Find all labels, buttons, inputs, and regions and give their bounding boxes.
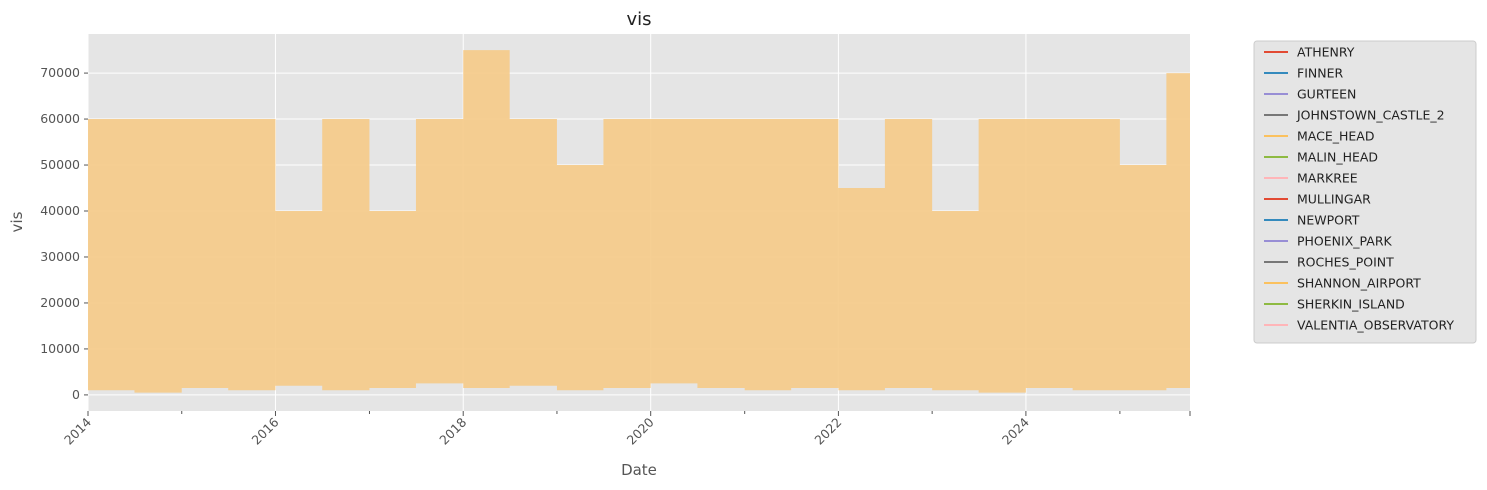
y-tick-label: 70000 <box>40 65 80 80</box>
legend-label: MACE_HEAD <box>1297 129 1374 144</box>
y-tick-label: 10000 <box>40 341 80 356</box>
legend-label: GURTEEN <box>1297 87 1356 102</box>
x-tick-label: 2020 <box>624 414 657 447</box>
legend-label: SHANNON_AIRPORT <box>1297 276 1421 291</box>
x-tick-label: 2018 <box>436 414 469 447</box>
legend-label: FINNER <box>1297 66 1343 81</box>
legend-label: JOHNSTOWN_CASTLE_2 <box>1296 108 1445 123</box>
legend-label: ROCHES_POINT <box>1297 255 1394 270</box>
y-axis-label: vis <box>8 211 26 232</box>
legend-label: MALIN_HEAD <box>1297 150 1378 165</box>
x-tick-label: 2014 <box>61 414 94 447</box>
legend-box <box>1253 40 1477 344</box>
legend-label: VALENTIA_OBSERVATORY <box>1297 318 1454 333</box>
x-tick-label: 2022 <box>811 415 844 448</box>
y-tick-label: 40000 <box>40 203 80 218</box>
legend-label: NEWPORT <box>1297 213 1360 228</box>
y-tick-label: 60000 <box>40 111 80 126</box>
legend-label: SHERKIN_ISLAND <box>1297 297 1405 312</box>
y-tick-label: 50000 <box>40 157 80 172</box>
chart-title: vis <box>626 9 651 30</box>
legend-label: MULLINGAR <box>1297 192 1371 207</box>
x-tick-label: 2016 <box>248 414 281 447</box>
legend-label: ATHENRY <box>1297 45 1355 60</box>
series-area <box>88 50 1190 393</box>
x-axis-label: Date <box>621 461 657 479</box>
y-tick-label: 30000 <box>40 249 80 264</box>
data-series <box>88 50 1190 393</box>
y-tick-label: 0 <box>72 387 80 402</box>
y-tick-label: 20000 <box>40 295 80 310</box>
x-tick-label: 2024 <box>999 414 1032 447</box>
legend-label: PHOENIX_PARK <box>1297 234 1392 249</box>
legend: ATHENRY FINNER GURTEEN JOHNSTOWN_CASTLE_2 MA… <box>1253 40 1477 344</box>
legend-label: MARKREE <box>1297 171 1358 186</box>
